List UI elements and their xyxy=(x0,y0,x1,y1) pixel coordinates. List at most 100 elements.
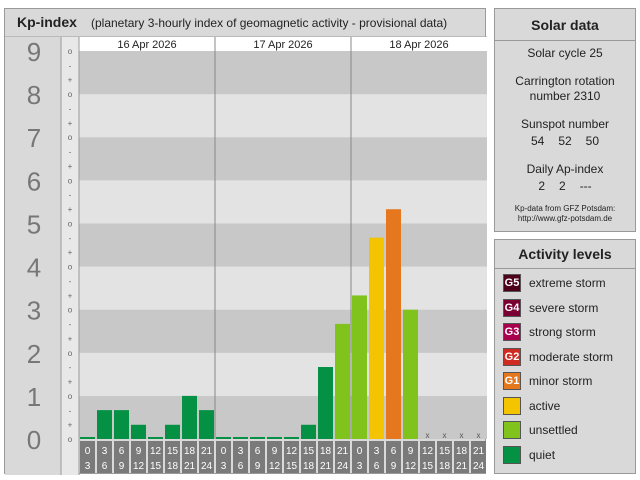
ap-value: --- xyxy=(579,179,592,193)
kp-bar xyxy=(250,437,265,439)
hour-label-end: 21 xyxy=(456,461,468,472)
hour-label-start: 0 xyxy=(221,446,227,457)
hour-label-box xyxy=(335,441,350,473)
hour-label-start: 18 xyxy=(320,446,332,457)
hour-label-box xyxy=(471,441,486,473)
hour-label-box xyxy=(369,441,384,473)
kp-minor-mark: - xyxy=(69,320,72,329)
kp-minor-mark: o xyxy=(68,176,73,185)
kp-axis-label: 6 xyxy=(27,166,41,196)
kp-bar xyxy=(199,410,214,439)
ap-values: 2 2 --- xyxy=(495,179,635,194)
level-badge xyxy=(503,421,521,439)
level-label: unsettled xyxy=(529,423,578,437)
hour-label-start: 18 xyxy=(456,446,468,457)
hour-label-start: 3 xyxy=(374,446,380,457)
kp-minor-mark: + xyxy=(68,76,73,85)
level-badge: G4 xyxy=(503,298,521,317)
level-row: quiet xyxy=(503,445,556,464)
level-label: quiet xyxy=(529,447,556,462)
day-label: 16 Apr 2026 xyxy=(117,39,176,51)
kp-minor-mark: + xyxy=(68,119,73,128)
solar-title: Solar data xyxy=(531,17,599,33)
carrington-line1: Carrington rotation xyxy=(515,74,615,88)
kp-unavailable-mark: x xyxy=(477,431,481,440)
level-badge: G3 xyxy=(503,323,521,341)
source-line1: Kp-data from GFZ Potsdam: xyxy=(514,204,616,213)
source-link[interactable]: http://www.gfz-potsdam.de xyxy=(517,214,613,223)
kp-subtitle: (planetary 3-hourly index of geomagnetic… xyxy=(91,16,448,30)
kp-band xyxy=(79,395,487,439)
kp-bar xyxy=(80,437,95,439)
level-row: unsettled xyxy=(503,421,578,439)
hour-label-start: 9 xyxy=(136,446,142,457)
hour-label-end: 9 xyxy=(391,461,397,472)
hour-label-start: 15 xyxy=(303,446,315,457)
kp-minor-mark: - xyxy=(69,406,72,415)
kp-minor-mark: - xyxy=(69,277,72,286)
kp-minor-mark: - xyxy=(69,234,72,243)
sunspot-value: 54 xyxy=(530,134,545,148)
kp-bar xyxy=(148,437,163,439)
hour-label-end: 24 xyxy=(337,461,349,472)
kp-axis-label: 0 xyxy=(27,425,41,455)
hour-label-box xyxy=(284,441,299,473)
kp-bar xyxy=(114,410,129,439)
hour-label-box xyxy=(420,441,435,473)
kp-minor-mark: o xyxy=(68,306,73,315)
level-badge xyxy=(503,396,521,415)
level-row: G1 minor storm xyxy=(503,372,592,390)
hour-label-start: 9 xyxy=(408,446,414,457)
hour-label-end: 18 xyxy=(439,461,451,472)
kp-minor-mark: o xyxy=(68,349,73,358)
carrington-line2: number 2310 xyxy=(529,89,601,103)
level-label: minor storm xyxy=(529,374,593,388)
kp-band xyxy=(79,180,487,224)
kp-minor-mark: + xyxy=(68,205,73,214)
kp-axis-label: 5 xyxy=(27,209,41,239)
hour-label-end: 24 xyxy=(201,461,213,472)
solar-cycle: Solar cycle 25 xyxy=(527,46,603,60)
kp-axis-label: 4 xyxy=(27,253,41,283)
kp-axis-label: 3 xyxy=(27,296,41,326)
hour-label-end: 12 xyxy=(133,461,145,472)
hour-label-end: 9 xyxy=(119,461,125,472)
kp-axis-label: 8 xyxy=(27,80,41,110)
level-row: G5 extreme storm xyxy=(503,274,606,292)
kp-unavailable-mark: x xyxy=(460,431,464,440)
kp-unavailable-mark: x xyxy=(426,431,430,440)
hour-label-box xyxy=(250,441,265,473)
kp-bar xyxy=(165,424,180,439)
kp-minor-mark: o xyxy=(68,263,73,272)
kp-band xyxy=(79,51,487,95)
level-label: active xyxy=(529,398,561,413)
kp-minor-mark: o xyxy=(68,47,73,56)
level-row: G3 strong storm xyxy=(503,323,596,341)
kp-band xyxy=(79,352,487,396)
hour-label-end: 21 xyxy=(184,461,196,472)
hour-label-end: 3 xyxy=(357,461,363,472)
day-label: 17 Apr 2026 xyxy=(253,39,312,51)
day-label: 18 Apr 2026 xyxy=(389,39,448,51)
kp-minor-mark: - xyxy=(69,363,72,372)
day-header-band xyxy=(79,37,487,51)
kp-minor-mark: + xyxy=(68,291,73,300)
hour-label-box xyxy=(199,441,214,473)
level-badge xyxy=(503,445,521,464)
hour-label-box xyxy=(233,441,248,473)
level-row: active xyxy=(503,396,561,415)
ap-value: 2 xyxy=(559,179,566,193)
level-row: G4 severe storm xyxy=(503,298,598,317)
kp-band xyxy=(79,137,487,181)
hour-label-end: 12 xyxy=(405,461,417,472)
hour-label-box xyxy=(131,441,146,473)
levels-title: Activity levels xyxy=(518,246,612,262)
kp-axis-label: 2 xyxy=(27,339,41,369)
kp-minor-mark: + xyxy=(68,378,73,387)
hour-label-start: 6 xyxy=(255,446,261,457)
hour-label-box xyxy=(386,441,401,473)
kp-index-panel: 0 1 2 3 4 5 6 7 8 9 o + - o + - o + - o + - o + - o + - o + - o + - o + - o 16… xyxy=(4,8,487,475)
hour-label-box xyxy=(301,441,316,473)
kp-bar xyxy=(335,323,350,439)
level-row: G2 moderate storm xyxy=(503,347,613,366)
